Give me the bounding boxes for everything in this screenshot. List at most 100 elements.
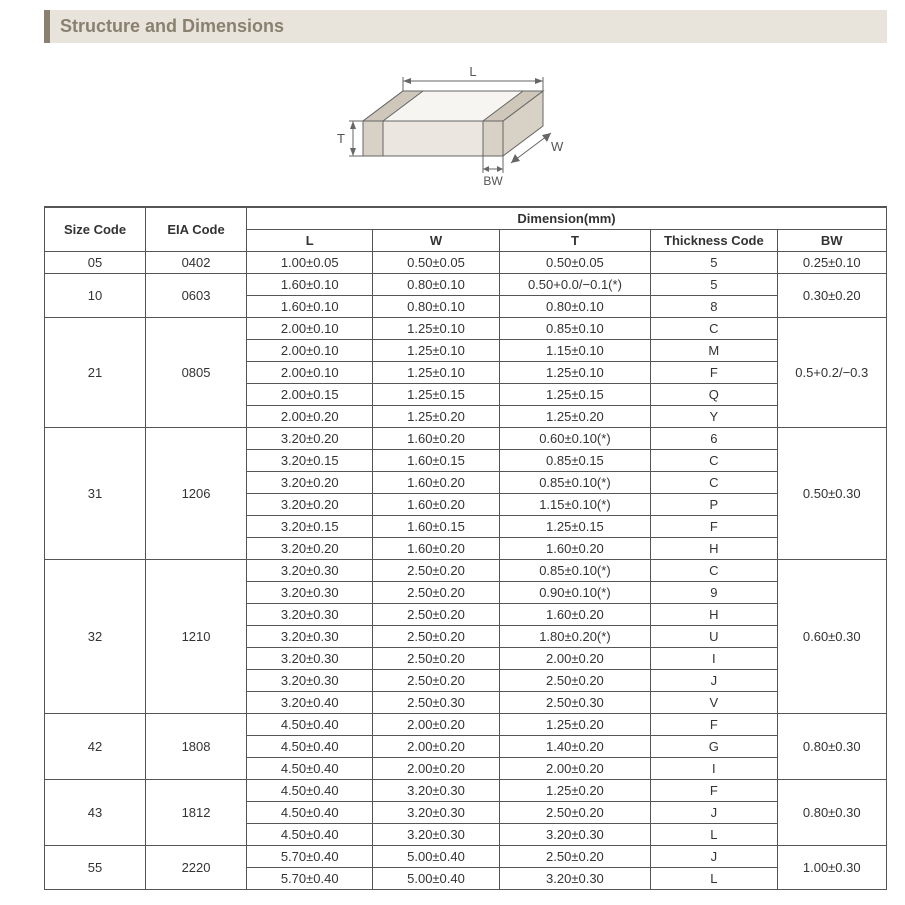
cell-thk: F <box>651 362 777 384</box>
cell-thk: J <box>651 846 777 868</box>
cell-bw: 0.30±0.20 <box>777 274 887 318</box>
cell-W: 1.60±0.20 <box>373 538 499 560</box>
cell-eia-code: 1206 <box>146 428 247 560</box>
cell-T: 0.85±0.15 <box>499 450 651 472</box>
cell-T: 0.60±0.10(*) <box>499 428 651 450</box>
cell-bw: 0.50±0.30 <box>777 428 887 560</box>
cell-L: 4.50±0.40 <box>247 780 373 802</box>
cell-T: 3.20±0.30 <box>499 824 651 846</box>
cell-thk: I <box>651 648 777 670</box>
cell-W: 2.50±0.20 <box>373 626 499 648</box>
cell-W: 3.20±0.30 <box>373 802 499 824</box>
table-row: 1006031.60±0.100.80±0.100.50+0.0/−0.1(*)… <box>45 274 887 296</box>
cell-L: 3.20±0.20 <box>247 428 373 450</box>
cell-L: 2.00±0.10 <box>247 318 373 340</box>
cell-W: 1.25±0.10 <box>373 318 499 340</box>
cell-T: 1.60±0.20 <box>499 604 651 626</box>
cell-bw: 1.00±0.30 <box>777 846 887 890</box>
cell-thk: Q <box>651 384 777 406</box>
cell-thk: 5 <box>651 252 777 274</box>
cell-L: 4.50±0.40 <box>247 736 373 758</box>
cell-size-code: 55 <box>45 846 146 890</box>
cell-thk: M <box>651 340 777 362</box>
cell-eia-code: 2220 <box>146 846 247 890</box>
cell-L: 3.20±0.20 <box>247 538 373 560</box>
cell-T: 0.85±0.10(*) <box>499 560 651 582</box>
cell-L: 2.00±0.10 <box>247 362 373 384</box>
cell-eia-code: 1808 <box>146 714 247 780</box>
th-BW: BW <box>777 230 887 252</box>
cell-W: 1.60±0.20 <box>373 428 499 450</box>
cell-size-code: 10 <box>45 274 146 318</box>
cell-L: 4.50±0.40 <box>247 758 373 780</box>
cell-L: 3.20±0.30 <box>247 582 373 604</box>
cell-L: 2.00±0.15 <box>247 384 373 406</box>
cell-thk: G <box>651 736 777 758</box>
table-row: 4218084.50±0.402.00±0.201.25±0.20F0.80±0… <box>45 714 887 736</box>
cell-T: 1.60±0.20 <box>499 538 651 560</box>
cell-T: 2.00±0.20 <box>499 648 651 670</box>
cell-bw: 0.80±0.30 <box>777 714 887 780</box>
th-W: W <box>373 230 499 252</box>
cell-T: 0.85±0.10 <box>499 318 651 340</box>
cell-thk: 6 <box>651 428 777 450</box>
cell-L: 1.60±0.10 <box>247 296 373 318</box>
cell-T: 2.50±0.30 <box>499 692 651 714</box>
table-row: 2108052.00±0.101.25±0.100.85±0.10C0.5+0.… <box>45 318 887 340</box>
cell-W: 2.50±0.20 <box>373 560 499 582</box>
section-title: Structure and Dimensions <box>44 10 887 43</box>
cell-T: 1.25±0.10 <box>499 362 651 384</box>
cell-T: 1.15±0.10(*) <box>499 494 651 516</box>
cell-T: 3.20±0.30 <box>499 868 651 890</box>
cell-thk: F <box>651 714 777 736</box>
table-row: 0504021.00±0.050.50±0.050.50±0.0550.25±0… <box>45 252 887 274</box>
cell-L: 3.20±0.30 <box>247 648 373 670</box>
cell-L: 3.20±0.20 <box>247 494 373 516</box>
cell-thk: C <box>651 472 777 494</box>
diagram-label-T: T <box>337 131 345 146</box>
dimension-diagram: L T W BW <box>0 51 905 196</box>
cell-thk: F <box>651 516 777 538</box>
cell-thk: C <box>651 450 777 472</box>
th-T: T <box>499 230 651 252</box>
cell-L: 5.70±0.40 <box>247 868 373 890</box>
cell-L: 3.20±0.30 <box>247 560 373 582</box>
cell-size-code: 32 <box>45 560 146 714</box>
cell-T: 0.85±0.10(*) <box>499 472 651 494</box>
cell-L: 3.20±0.30 <box>247 670 373 692</box>
cell-thk: V <box>651 692 777 714</box>
cell-T: 2.50±0.20 <box>499 846 651 868</box>
cell-T: 0.50±0.05 <box>499 252 651 274</box>
cell-thk: L <box>651 824 777 846</box>
cell-thk: J <box>651 670 777 692</box>
cell-W: 0.80±0.10 <box>373 296 499 318</box>
cell-T: 2.50±0.20 <box>499 670 651 692</box>
cell-L: 2.00±0.10 <box>247 340 373 362</box>
cell-W: 1.25±0.10 <box>373 340 499 362</box>
cell-L: 3.20±0.15 <box>247 516 373 538</box>
cell-W: 2.50±0.20 <box>373 648 499 670</box>
cell-T: 1.25±0.15 <box>499 384 651 406</box>
cell-size-code: 42 <box>45 714 146 780</box>
table-row: 4318124.50±0.403.20±0.301.25±0.20F0.80±0… <box>45 780 887 802</box>
cell-W: 2.50±0.20 <box>373 604 499 626</box>
cell-T: 1.25±0.20 <box>499 406 651 428</box>
cell-L: 4.50±0.40 <box>247 802 373 824</box>
cell-W: 3.20±0.30 <box>373 780 499 802</box>
cell-W: 1.25±0.10 <box>373 362 499 384</box>
th-eia-code: EIA Code <box>146 207 247 252</box>
cell-thk: P <box>651 494 777 516</box>
cell-thk: L <box>651 868 777 890</box>
cell-thk: 8 <box>651 296 777 318</box>
diagram-label-BW: BW <box>483 174 503 188</box>
cell-L: 3.20±0.30 <box>247 604 373 626</box>
cell-L: 3.20±0.20 <box>247 472 373 494</box>
cell-T: 1.40±0.20 <box>499 736 651 758</box>
cell-W: 1.25±0.20 <box>373 406 499 428</box>
cell-W: 2.00±0.20 <box>373 736 499 758</box>
cell-T: 1.25±0.20 <box>499 780 651 802</box>
cell-L: 4.50±0.40 <box>247 714 373 736</box>
cell-W: 1.60±0.20 <box>373 494 499 516</box>
cell-eia-code: 0402 <box>146 252 247 274</box>
cell-L: 3.20±0.15 <box>247 450 373 472</box>
